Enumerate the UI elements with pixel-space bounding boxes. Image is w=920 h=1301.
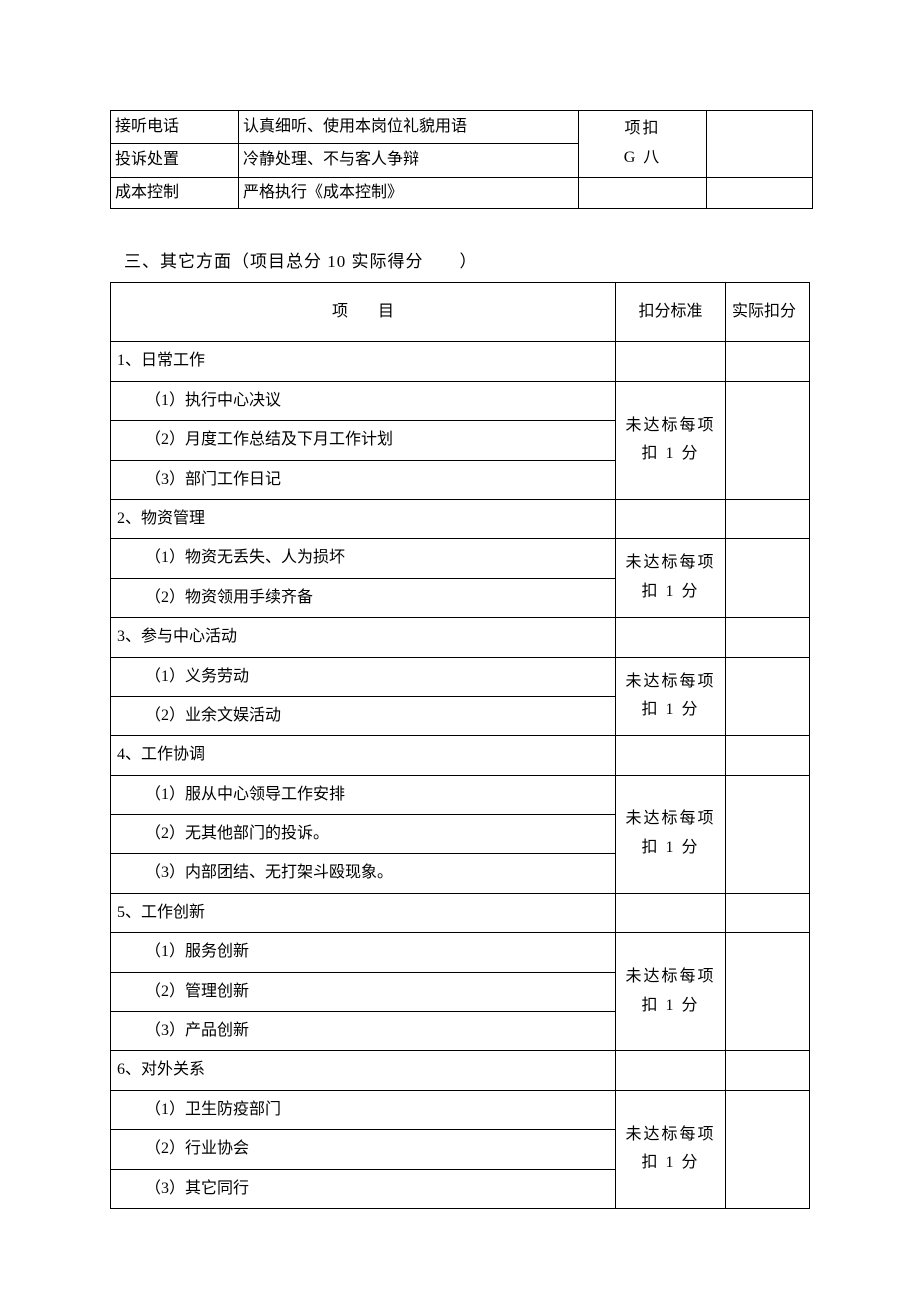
t2-g0-cat-act [726, 342, 810, 381]
t2-g2-i1: （2）业余文娱活动 [111, 696, 616, 735]
t1-r1-c0: 投诉处置 [111, 144, 239, 177]
section-3-container: 三、其它方面（项目总分 10 实际得分 ） 项目 扣分标准 实际扣分 1、日常工… [0, 247, 920, 1209]
t2-g5-cat-std [616, 1051, 726, 1090]
table-row: 1、日常工作 [111, 342, 810, 381]
t2-g5-i0: （1）卫生防疫部门 [111, 1090, 616, 1129]
top-table-container: 接听电话 认真细听、使用本岗位礼貌用语 项扣 G 八 投诉处置 冷静处理、不与客… [0, 110, 920, 209]
top-table: 接听电话 认真细听、使用本岗位礼貌用语 项扣 G 八 投诉处置 冷静处理、不与客… [110, 110, 813, 209]
t2-g3-i1: （2）无其他部门的投诉。 [111, 815, 616, 854]
t2-g2-i0: （1）义务劳动 [111, 657, 616, 696]
t2-g1-cat: 2、物资管理 [111, 499, 616, 538]
t2-g1-act [726, 539, 810, 618]
t2-g4-cat: 5、工作创新 [111, 893, 616, 932]
t2-g5-act [726, 1090, 810, 1208]
t2-g4-i1: （2）管理创新 [111, 972, 616, 1011]
t2-header-actual: 实际扣分 [726, 282, 810, 341]
t1-r0-c0: 接听电话 [111, 111, 239, 144]
t2-g0-act [726, 381, 810, 499]
t1-r1-c1: 冷静处理、不与客人争辩 [239, 144, 579, 177]
t2-g1-cat-std [616, 499, 726, 538]
t2-g2-cat: 3、参与中心活动 [111, 618, 616, 657]
t2-g4-act [726, 933, 810, 1051]
table-row: （1）物资无丢失、人为损坏 未达标每项扣 1 分 [111, 539, 810, 578]
t1-r01-c3 [707, 111, 813, 178]
t2-g1-cat-act [726, 499, 810, 538]
table-row: 3、参与中心活动 [111, 618, 810, 657]
t2-g5-std: 未达标每项扣 1 分 [616, 1090, 726, 1208]
t2-g3-cat: 4、工作协调 [111, 736, 616, 775]
table-row: 6、对外关系 [111, 1051, 810, 1090]
t2-g2-cat-std [616, 618, 726, 657]
t2-g1-i1: （2）物资领用手续齐备 [111, 578, 616, 617]
table-row: （1）卫生防疫部门 未达标每项扣 1 分 [111, 1090, 810, 1129]
t2-g4-std: 未达标每项扣 1 分 [616, 933, 726, 1051]
table-row: （1）执行中心决议 未达标每项扣 1 分 [111, 381, 810, 420]
t2-g0-i1: （2）月度工作总结及下月工作计划 [111, 421, 616, 460]
t1-c2-line2: G 八 [624, 149, 662, 166]
t2-g1-std: 未达标每项扣 1 分 [616, 539, 726, 618]
t1-r2-c0: 成本控制 [111, 177, 239, 208]
table-row: 5、工作创新 [111, 893, 810, 932]
t2-g3-act [726, 775, 810, 893]
t2-g0-std: 未达标每项扣 1 分 [616, 381, 726, 499]
t2-g5-cat-act [726, 1051, 810, 1090]
t1-r2-c2 [579, 177, 707, 208]
t2-g3-std: 未达标每项扣 1 分 [616, 775, 726, 893]
table-row: （1）义务劳动 未达标每项扣 1 分 [111, 657, 810, 696]
table-row: 成本控制 严格执行《成本控制》 [111, 177, 813, 208]
t2-g4-cat-act [726, 893, 810, 932]
t1-r0-c1: 认真细听、使用本岗位礼貌用语 [239, 111, 579, 144]
table-row: 接听电话 认真细听、使用本岗位礼貌用语 项扣 G 八 [111, 111, 813, 144]
t2-g2-std: 未达标每项扣 1 分 [616, 657, 726, 736]
table-row: （1）服务创新 未达标每项扣 1 分 [111, 933, 810, 972]
t2-header-standard: 扣分标准 [616, 282, 726, 341]
t2-g3-cat-act [726, 736, 810, 775]
t2-g3-i2: （3）内部团结、无打架斗殴现象。 [111, 854, 616, 893]
table-row: （1）服从中心领导工作安排 未达标每项扣 1 分 [111, 775, 810, 814]
t2-g2-cat-act [726, 618, 810, 657]
t1-r2-c3 [707, 177, 813, 208]
table-header-row: 项目 扣分标准 实际扣分 [111, 282, 810, 341]
table-row: 4、工作协调 [111, 736, 810, 775]
t1-r2-c1: 严格执行《成本控制》 [239, 177, 579, 208]
t2-g3-i0: （1）服从中心领导工作安排 [111, 775, 616, 814]
t2-g0-cat: 1、日常工作 [111, 342, 616, 381]
t1-c2-line1: 项扣 [624, 120, 660, 137]
t2-g1-i0: （1）物资无丢失、人为损坏 [111, 539, 616, 578]
t2-g5-i2: （3）其它同行 [111, 1169, 616, 1208]
section-3-heading: 三、其它方面（项目总分 10 实际得分 ） [124, 247, 810, 272]
t2-g5-cat: 6、对外关系 [111, 1051, 616, 1090]
t2-g0-cat-std [616, 342, 726, 381]
table-row: 2、物资管理 [111, 499, 810, 538]
section-3-table: 项目 扣分标准 实际扣分 1、日常工作 （1）执行中心决议 未达标每项扣 1 分… [110, 282, 810, 1209]
t2-header-item: 项目 [111, 282, 616, 341]
t2-g2-act [726, 657, 810, 736]
t2-g4-i2: （3）产品创新 [111, 1012, 616, 1051]
t2-g4-i0: （1）服务创新 [111, 933, 616, 972]
t2-g4-cat-std [616, 893, 726, 932]
t2-g5-i1: （2）行业协会 [111, 1130, 616, 1169]
t2-g3-cat-std [616, 736, 726, 775]
t1-r01-c2: 项扣 G 八 [579, 111, 707, 178]
t2-g0-i0: （1）执行中心决议 [111, 381, 616, 420]
t2-g0-i2: （3）部门工作日记 [111, 460, 616, 499]
